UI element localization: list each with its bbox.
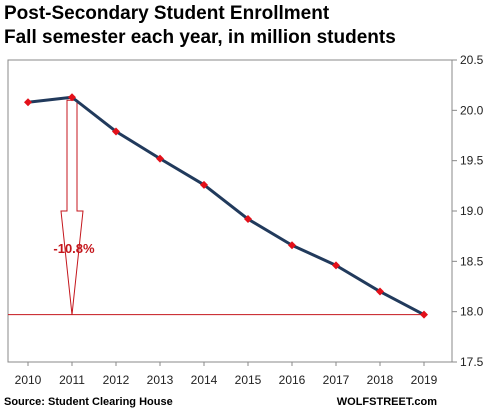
data-point <box>332 261 340 270</box>
x-tick-label: 2019 <box>411 373 438 387</box>
brand-label: WOLFSTREET.com <box>336 396 437 408</box>
x-tick-label: 2010 <box>15 373 42 387</box>
data-point <box>156 154 164 163</box>
x-tick-label: 2013 <box>147 373 174 387</box>
data-point <box>288 241 296 250</box>
data-point <box>244 215 252 224</box>
data-point <box>24 98 32 107</box>
x-tick-label: 2018 <box>367 373 394 387</box>
chart-title: Post-Secondary Student Enrollment <box>4 3 330 24</box>
y-tick-label: 18.0 <box>460 305 484 319</box>
x-tick-label: 2014 <box>191 373 218 387</box>
data-point <box>68 93 76 102</box>
data-point <box>112 127 120 136</box>
data-point <box>376 287 384 296</box>
source-note: Source: Student Clearing House <box>4 396 173 408</box>
data-point <box>200 180 208 189</box>
y-tick-label: 20.5 <box>460 53 484 67</box>
decline-label: -10.8% <box>53 241 95 256</box>
chart-subtitle: Fall semester each year, in million stud… <box>4 27 396 48</box>
y-tick-label: 19.0 <box>460 204 484 218</box>
x-tick-label: 2011 <box>59 373 85 387</box>
x-tick-label: 2016 <box>279 373 306 387</box>
x-tick-label: 2017 <box>323 373 350 387</box>
y-tick-label: 20.0 <box>460 103 484 117</box>
data-point <box>420 310 428 319</box>
x-tick-label: 2015 <box>235 373 262 387</box>
series-line <box>27 95 425 317</box>
y-tick-label: 18.5 <box>460 254 484 268</box>
decline-arrow <box>60 99 84 315</box>
y-tick-label: 19.5 <box>460 154 484 168</box>
x-tick-label: 2012 <box>103 373 130 387</box>
y-tick-label: 17.5 <box>460 355 484 369</box>
